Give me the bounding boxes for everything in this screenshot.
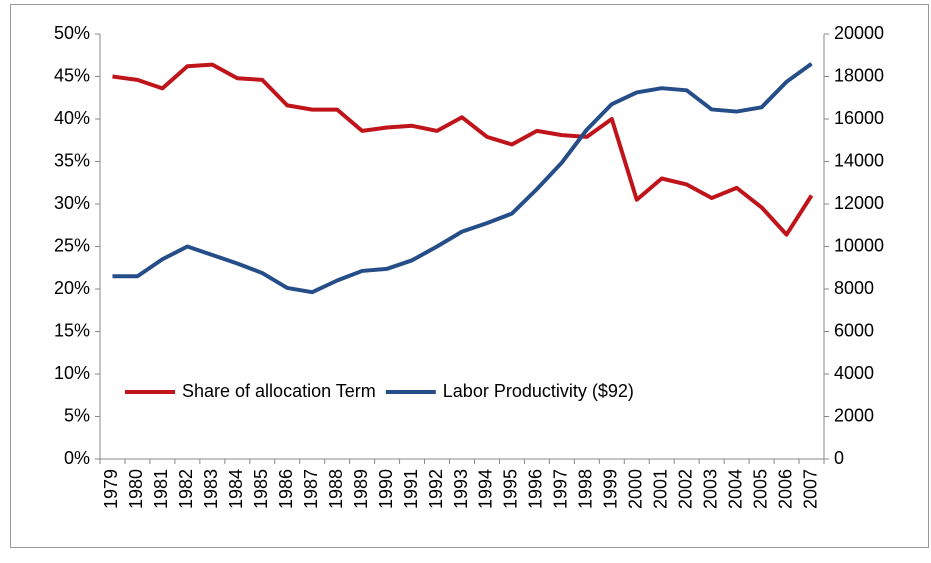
x-tick-label: 2006: [775, 469, 795, 509]
x-tick-label: 1983: [201, 469, 221, 509]
x-tick-label: 2001: [650, 469, 670, 509]
x-tick-label: 1985: [251, 469, 271, 509]
y-tick-label: 45%: [54, 65, 90, 85]
x-tick-label: 1980: [126, 469, 146, 509]
y-tick-label: 50%: [54, 23, 90, 43]
y-tick-label: 25%: [54, 235, 90, 255]
y2-tick-label: 0: [834, 448, 844, 468]
x-tick-label: 1992: [426, 469, 446, 509]
x-tick-label: 2007: [800, 469, 820, 509]
x-tick-label: 1994: [476, 469, 496, 509]
y2-tick-label: 18000: [834, 65, 884, 85]
legend-label: Labor Productivity ($92): [443, 381, 634, 401]
x-tick-label: 2004: [725, 469, 745, 509]
x-tick-label: 2003: [700, 469, 720, 509]
y2-tick-label: 14000: [834, 150, 884, 170]
y2-tick-label: 4000: [834, 363, 874, 383]
legend-label: Share of allocation Term: [182, 381, 376, 401]
x-tick-label: 2000: [626, 469, 646, 509]
x-tick-label: 1987: [301, 469, 321, 509]
chart-border: [10, 4, 929, 548]
x-tick-label: 1998: [576, 469, 596, 509]
series-line: [112, 62, 814, 237]
x-tick-label: 1997: [551, 469, 571, 509]
x-tick-label: 1986: [276, 469, 296, 509]
y2-tick-label: 2000: [834, 405, 874, 425]
y-tick-label: 0%: [64, 448, 90, 468]
y-tick-label: 40%: [54, 108, 90, 128]
y-tick-label: 20%: [54, 278, 90, 298]
x-tick-label: 1996: [526, 469, 546, 509]
x-tick-label: 1991: [401, 469, 421, 509]
y-tick-label: 35%: [54, 150, 90, 170]
y-tick-label: 10%: [54, 363, 90, 383]
y-tick-label: 30%: [54, 193, 90, 213]
x-tick-label: 1979: [101, 469, 121, 509]
x-tick-label: 1999: [601, 469, 621, 509]
x-tick-label: 1984: [226, 469, 246, 509]
y2-tick-label: 6000: [834, 320, 874, 340]
x-tick-label: 1995: [501, 469, 521, 509]
series-line: [112, 62, 813, 295]
x-tick-label: 1990: [376, 469, 396, 509]
x-tick-label: 1989: [351, 469, 371, 509]
y2-tick-label: 16000: [834, 108, 884, 128]
x-tick-label: 1993: [451, 469, 471, 509]
x-tick-label: 1988: [326, 469, 346, 509]
x-tick-label: 1982: [176, 469, 196, 509]
x-tick-label: 2002: [675, 469, 695, 509]
y2-tick-label: 20000: [834, 23, 884, 43]
y-tick-label: 15%: [54, 320, 90, 340]
x-tick-label: 2005: [750, 469, 770, 509]
y2-tick-label: 8000: [834, 278, 874, 298]
y-tick-label: 5%: [64, 405, 90, 425]
y2-tick-label: 12000: [834, 193, 884, 213]
y2-tick-label: 10000: [834, 235, 884, 255]
x-tick-label: 1981: [151, 469, 171, 509]
